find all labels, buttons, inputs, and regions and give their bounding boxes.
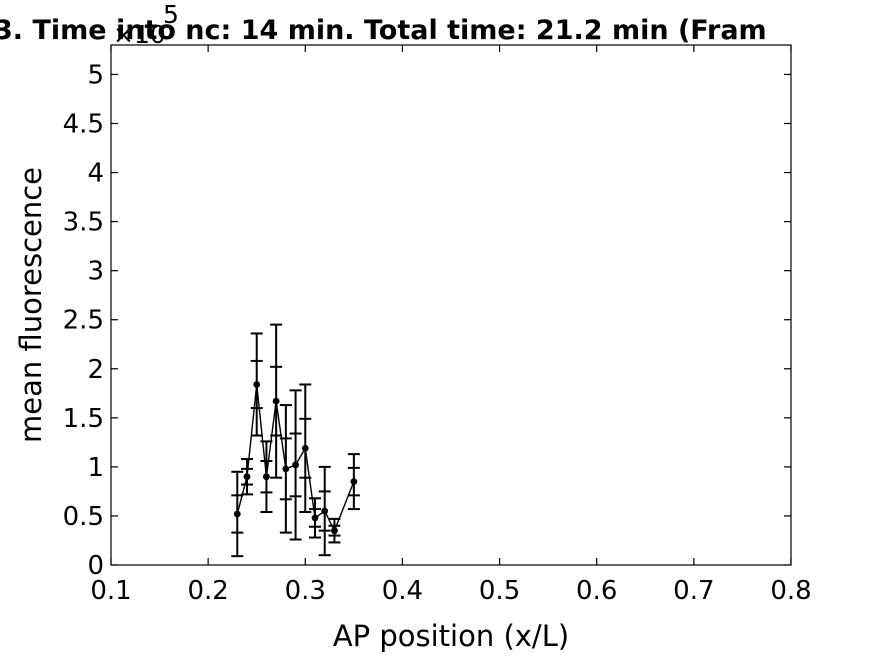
x-tick-label: 0.8 [770,576,811,606]
x-tick-label: 0.6 [576,576,617,606]
data-point [350,478,358,486]
x-tick-label: 0.2 [187,576,228,606]
y-tick-label: 0 [87,551,104,581]
y-exponent-base: ×10 [113,20,166,49]
data-point [311,514,319,522]
x-tick-label: 0.5 [479,576,520,606]
tick-marks [110,45,792,566]
data-point [263,473,270,481]
y-axis-label: mean fluorescence [14,167,48,443]
y-tick-label: 4 [87,159,104,189]
y-tick-label: 3.5 [63,208,104,238]
y-tick-label: 4.5 [63,109,104,139]
data-point [233,510,241,518]
series-line [236,384,355,533]
x-tick-label: 0.4 [382,576,423,606]
tick-labels: 0.1 0.2 0.3 0.4 0.5 0.6 0.7 0.8 0 0.5 1 1.5 2 2.5 3 3.5… [63,60,812,606]
y-tick-label: 1.5 [63,404,104,434]
y-exponent-power: 5 [163,0,179,29]
data-point [301,444,309,452]
y-tick-label: 1 [87,453,104,483]
x-tick-label: 0.3 [285,576,326,606]
data-series [231,323,360,558]
x-tick-label: 0.1 [90,576,131,606]
y-tick-label: 2 [87,355,104,385]
x-axis-label: AP position (x/L) [333,619,569,653]
y-tick-label: 0.5 [63,502,104,532]
data-point [292,461,299,469]
data-point [253,381,261,388]
y-tick-label: 3 [87,257,104,287]
chart-title: 3. Time into nc: 14 min. Total time: 21.… [0,15,767,46]
data-point [272,397,280,405]
x-tick-label: 0.7 [673,576,714,606]
data-point [282,465,290,473]
data-point [243,473,251,481]
y-tick-label: 2.5 [63,306,104,336]
plot-area [110,44,792,566]
data-point [321,507,329,515]
data-point [331,527,338,535]
y-tick-label: 5 [87,60,104,90]
